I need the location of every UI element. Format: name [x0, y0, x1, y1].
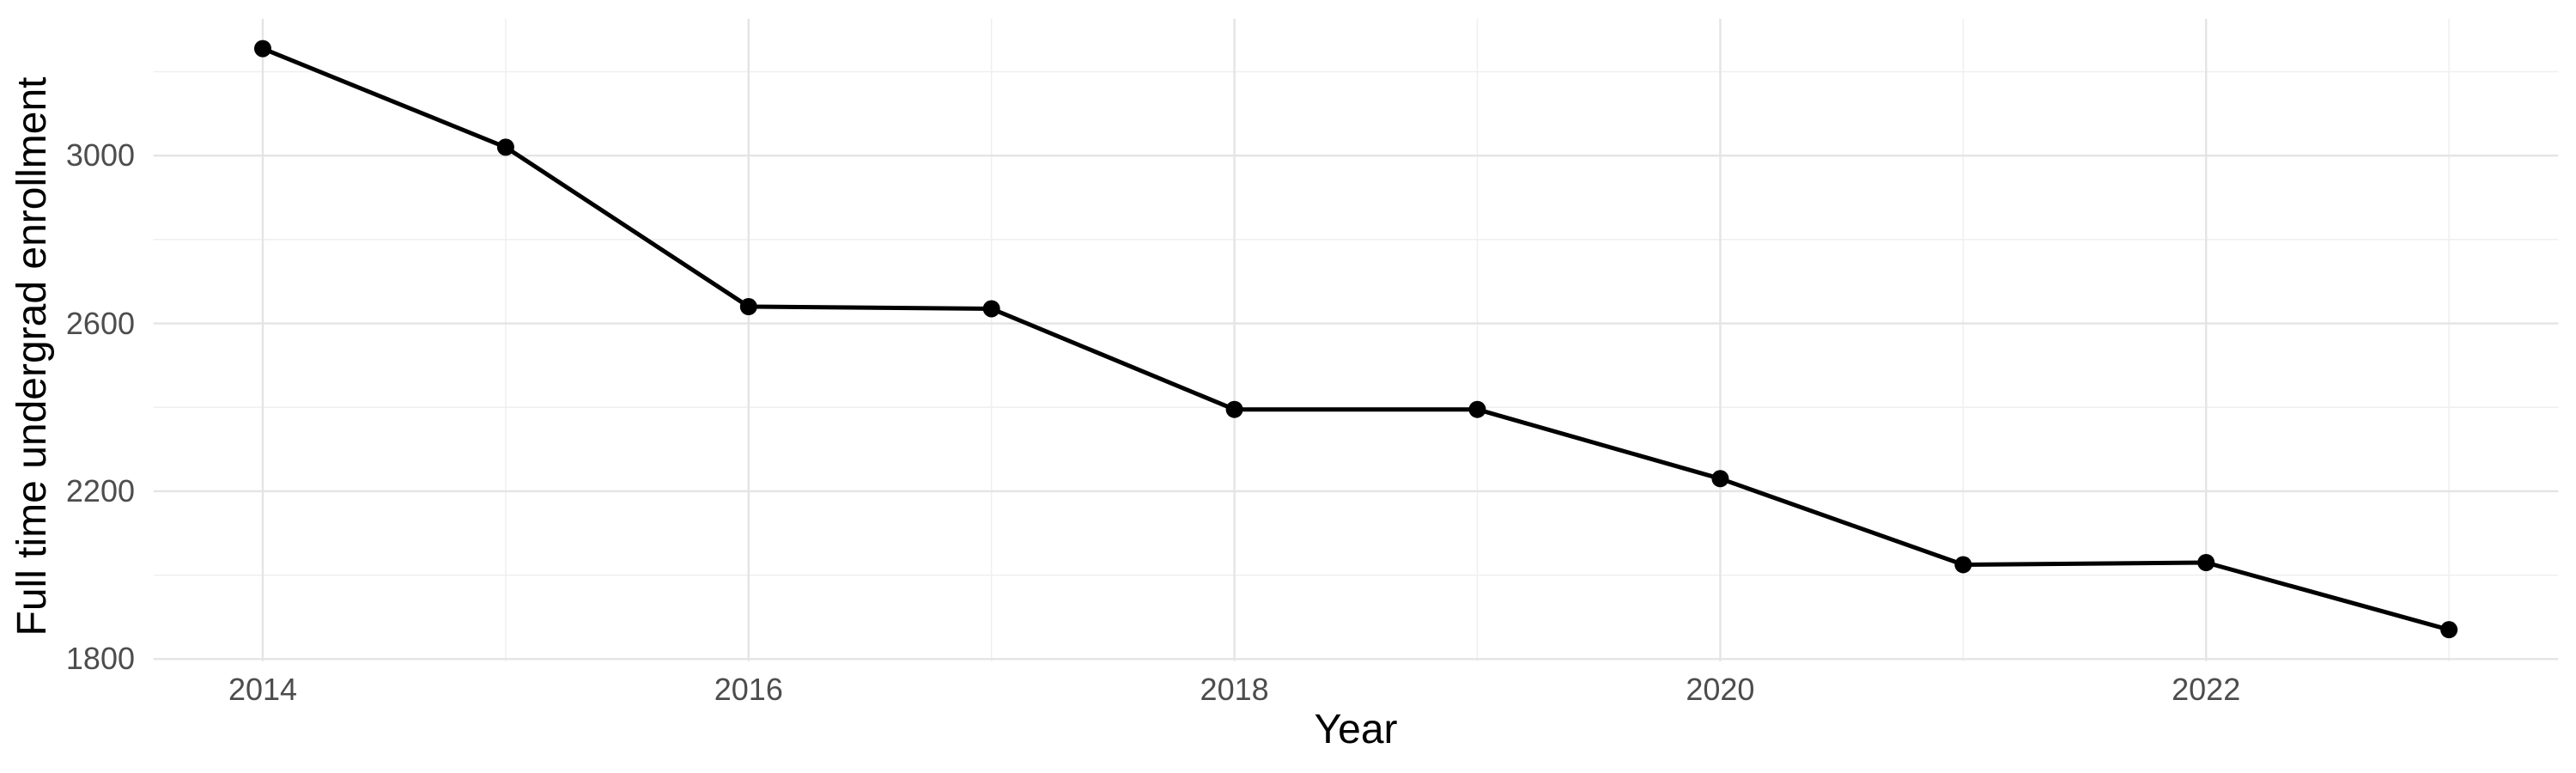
- x-tick-label-2018: 2018: [1200, 672, 1269, 707]
- x-tick-label-2016: 2016: [714, 672, 783, 707]
- data-point-2022: [2197, 554, 2215, 572]
- y-tick-label-3000: 3000: [65, 137, 135, 173]
- data-point-2014: [254, 40, 272, 58]
- y-axis-title: Full time undergrad enrollment: [9, 76, 55, 636]
- data-point-2018: [1225, 400, 1243, 418]
- x-tick-label-2022: 2022: [2172, 672, 2241, 707]
- data-point-2021: [1954, 556, 1972, 574]
- y-tick-label-2600: 2600: [65, 305, 135, 341]
- y-tick-label-2200: 2200: [65, 472, 135, 508]
- enrollment-line: [262, 46, 2450, 632]
- data-point-2015: [496, 138, 514, 156]
- y-tick-label-1800: 1800: [65, 641, 135, 677]
- data-point-2016: [739, 298, 757, 316]
- data-point-2019: [1468, 400, 1486, 418]
- data-point-2023: [2440, 621, 2458, 639]
- x-tick-label-2014: 2014: [228, 672, 298, 707]
- x-tick-label-2020: 2020: [1686, 672, 1755, 707]
- data-point-2020: [1711, 470, 1729, 488]
- data-point-2017: [982, 300, 1000, 318]
- x-axis-title: Year: [1314, 707, 1398, 752]
